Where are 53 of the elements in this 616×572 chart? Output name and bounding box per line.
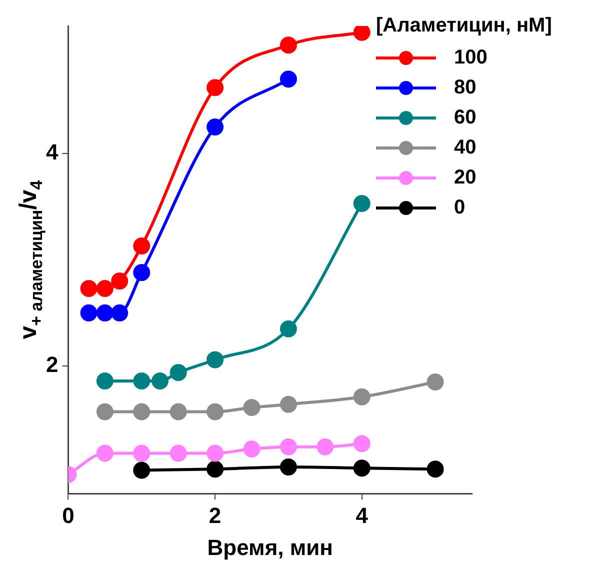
point — [280, 36, 297, 54]
point — [133, 462, 150, 479]
point — [96, 444, 114, 462]
point — [111, 304, 128, 322]
point — [280, 438, 297, 456]
point — [96, 280, 114, 297]
point — [170, 444, 187, 462]
point — [243, 440, 260, 458]
point — [133, 403, 150, 420]
point — [280, 320, 297, 338]
legend-label: 0 — [454, 196, 466, 219]
point — [96, 372, 114, 390]
legend-label: 40 — [454, 136, 476, 159]
legend-title: [Аламетицин, нМ] — [376, 14, 552, 37]
point — [96, 304, 114, 322]
x-tick-label: 2 — [208, 502, 222, 528]
x-tick-label: 4 — [356, 502, 369, 528]
point — [206, 118, 224, 136]
legend-label: 20 — [454, 166, 476, 189]
point — [353, 435, 370, 452]
point — [80, 280, 98, 297]
point — [280, 458, 297, 476]
point — [133, 444, 150, 462]
point — [243, 399, 260, 416]
point — [426, 460, 444, 478]
point — [426, 374, 444, 391]
point — [206, 460, 224, 478]
point — [96, 403, 114, 420]
point — [111, 272, 128, 290]
point — [133, 264, 150, 282]
point — [206, 351, 224, 368]
point — [170, 403, 187, 420]
point — [353, 194, 370, 212]
point — [316, 438, 334, 456]
point — [133, 372, 150, 390]
point — [206, 79, 224, 96]
point — [206, 444, 224, 462]
point — [280, 70, 297, 88]
point — [280, 396, 297, 413]
x-tick-label: 0 — [62, 502, 74, 528]
point — [80, 304, 98, 322]
point — [133, 237, 150, 254]
legend-label: 100 — [454, 46, 488, 69]
x-axis-title: Время, мин — [207, 535, 333, 560]
point — [353, 26, 370, 41]
point — [206, 403, 224, 420]
y-axis-title: v+ аламетицин/v4 — [15, 180, 46, 340]
point — [353, 460, 370, 477]
legend-label: 60 — [454, 106, 476, 129]
point — [353, 388, 370, 406]
point — [152, 372, 168, 390]
point — [170, 364, 187, 381]
legend-label: 80 — [454, 76, 476, 99]
